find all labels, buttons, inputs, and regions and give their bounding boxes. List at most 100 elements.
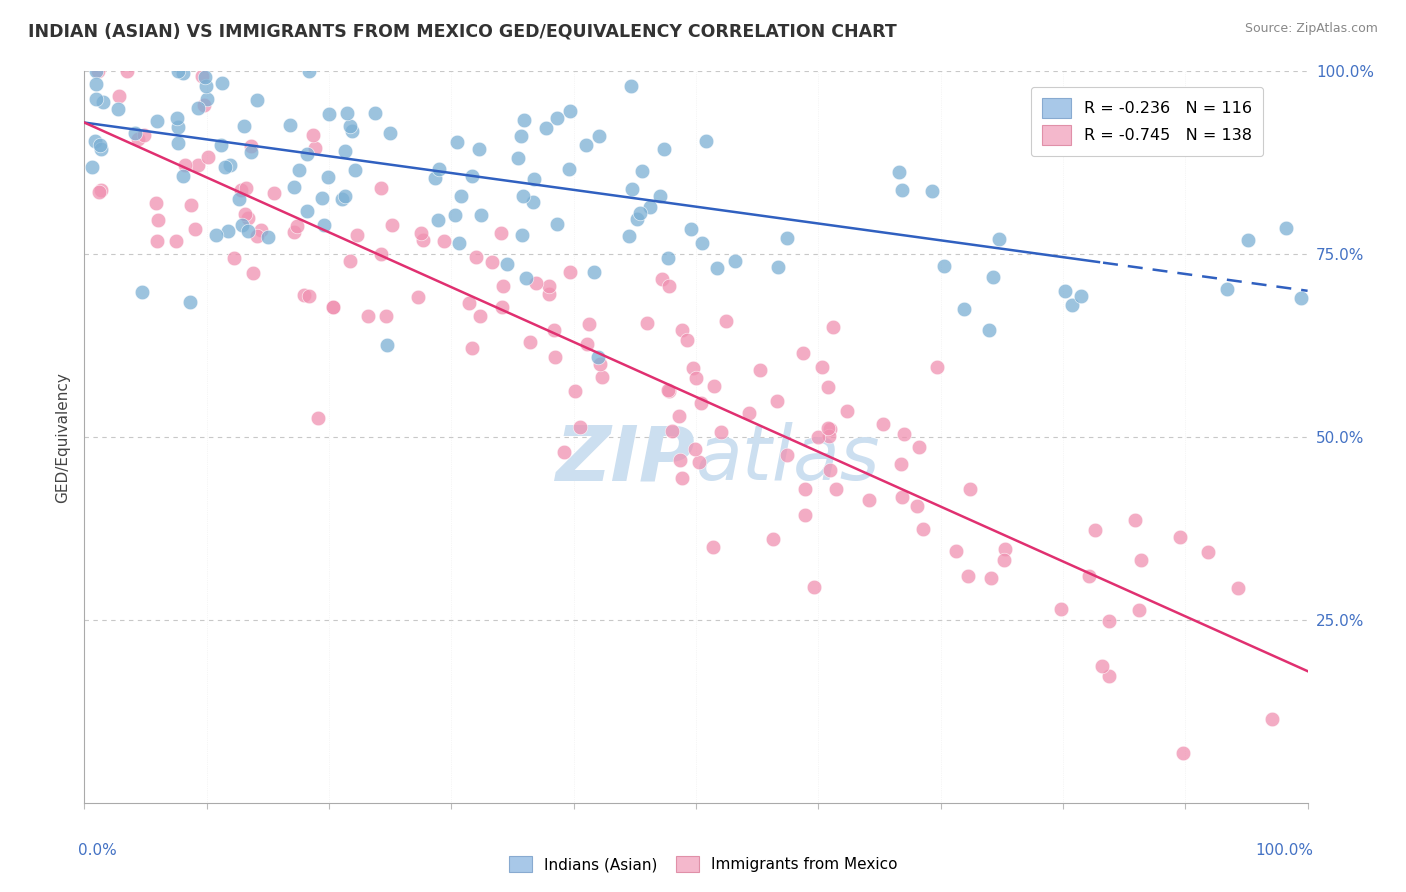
Point bbox=[945, 543, 967, 558]
Point bbox=[818, 429, 841, 443]
Point bbox=[426, 212, 449, 227]
Point bbox=[1123, 513, 1146, 527]
Point bbox=[380, 127, 402, 141]
Point bbox=[575, 138, 598, 153]
Point bbox=[1275, 221, 1298, 235]
Point bbox=[285, 219, 308, 233]
Point bbox=[167, 136, 190, 151]
Point bbox=[537, 286, 560, 301]
Point bbox=[1060, 298, 1083, 312]
Point bbox=[336, 105, 359, 120]
Point bbox=[658, 278, 681, 293]
Point bbox=[578, 317, 600, 331]
Point bbox=[1084, 524, 1107, 538]
Point bbox=[209, 138, 232, 153]
Point bbox=[558, 161, 581, 176]
Point bbox=[375, 337, 398, 351]
Point bbox=[817, 380, 839, 394]
Point bbox=[450, 189, 472, 203]
Point bbox=[524, 276, 547, 290]
Point bbox=[236, 224, 259, 238]
Point bbox=[491, 278, 513, 293]
Point bbox=[620, 181, 643, 195]
Point bbox=[1098, 669, 1121, 683]
Point bbox=[638, 200, 661, 214]
Point bbox=[322, 300, 344, 314]
Point bbox=[564, 384, 586, 399]
Point bbox=[651, 272, 673, 286]
Point bbox=[710, 425, 733, 440]
Point bbox=[671, 323, 693, 337]
Point bbox=[793, 508, 815, 523]
Point bbox=[908, 440, 931, 454]
Point bbox=[1216, 282, 1239, 296]
Point bbox=[981, 269, 1004, 284]
Point bbox=[1091, 658, 1114, 673]
Point bbox=[191, 69, 214, 83]
Point bbox=[558, 265, 581, 279]
Point bbox=[84, 134, 107, 148]
Point bbox=[235, 207, 257, 221]
Point bbox=[197, 150, 219, 164]
Point bbox=[544, 351, 567, 365]
Point bbox=[180, 198, 202, 212]
Point bbox=[1168, 531, 1191, 545]
Point bbox=[506, 151, 529, 165]
Point bbox=[84, 64, 107, 78]
Point bbox=[344, 163, 367, 178]
Point bbox=[467, 142, 489, 156]
Point bbox=[636, 316, 658, 330]
Point bbox=[464, 250, 486, 264]
Point bbox=[107, 89, 129, 103]
Text: atlas: atlas bbox=[696, 422, 880, 496]
Point bbox=[1077, 569, 1099, 583]
Point bbox=[688, 455, 710, 469]
Point bbox=[803, 581, 825, 595]
Point bbox=[381, 218, 404, 232]
Point bbox=[288, 163, 311, 178]
Point bbox=[890, 457, 912, 471]
Point bbox=[668, 409, 690, 423]
Point bbox=[512, 189, 534, 203]
Point bbox=[233, 120, 256, 134]
Point bbox=[167, 120, 190, 135]
Point bbox=[224, 251, 246, 265]
Point bbox=[124, 126, 146, 140]
Point bbox=[546, 112, 568, 126]
Point bbox=[658, 384, 681, 399]
Point bbox=[307, 411, 329, 425]
Point bbox=[925, 359, 948, 374]
Point bbox=[257, 230, 280, 244]
Point bbox=[166, 111, 188, 125]
Point bbox=[184, 222, 207, 236]
Point bbox=[1237, 233, 1260, 247]
Point bbox=[825, 483, 848, 497]
Point bbox=[776, 231, 799, 245]
Point bbox=[127, 132, 149, 146]
Point bbox=[690, 235, 713, 250]
Point bbox=[626, 212, 648, 227]
Point bbox=[357, 309, 380, 323]
Point bbox=[537, 279, 560, 293]
Point bbox=[509, 129, 531, 144]
Point bbox=[496, 257, 519, 271]
Point bbox=[512, 113, 534, 128]
Point bbox=[263, 186, 285, 201]
Y-axis label: GED/Equivalency: GED/Equivalency bbox=[55, 372, 70, 502]
Point bbox=[370, 181, 392, 195]
Point bbox=[131, 285, 153, 300]
Point bbox=[650, 189, 672, 203]
Point bbox=[681, 222, 703, 236]
Point bbox=[204, 227, 226, 242]
Point bbox=[457, 296, 479, 310]
Point bbox=[425, 171, 447, 186]
Point bbox=[724, 253, 747, 268]
Point bbox=[657, 251, 679, 265]
Point bbox=[211, 76, 233, 90]
Point bbox=[515, 271, 537, 285]
Point bbox=[890, 491, 912, 505]
Point bbox=[235, 181, 257, 195]
Point bbox=[292, 287, 315, 301]
Point bbox=[794, 482, 817, 496]
Text: INDIAN (ASIAN) VS IMMIGRANTS FROM MEXICO GED/EQUIVALENCY CORRELATION CHART: INDIAN (ASIAN) VS IMMIGRANTS FROM MEXICO… bbox=[28, 22, 897, 40]
